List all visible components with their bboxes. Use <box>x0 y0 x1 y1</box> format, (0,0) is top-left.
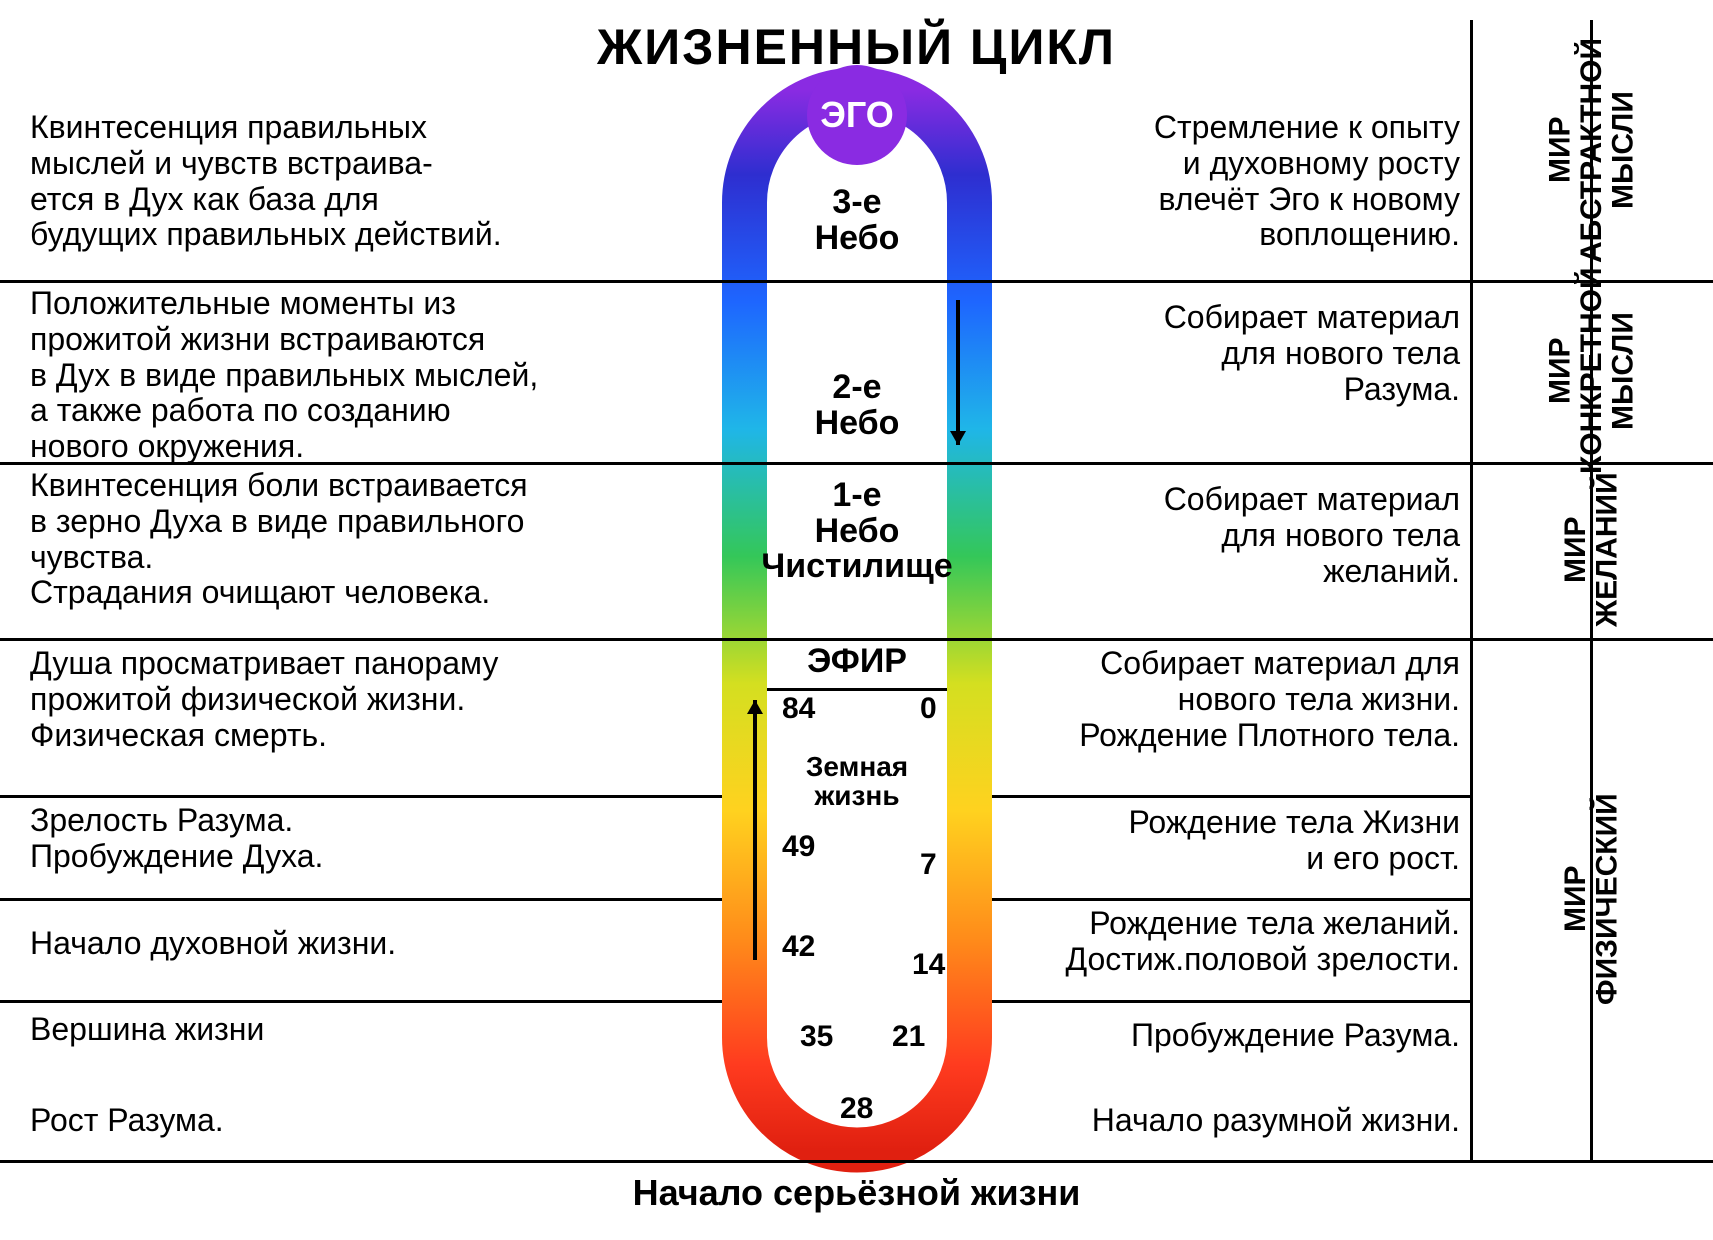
diagram-stage: ЖИЗНЕННЫЙ ЦИКЛ ЭГО МИРАБСТРАКТНОЙМЫСЛИ М… <box>0 0 1713 1240</box>
bottom-caption: Начало серьёзной жизни <box>0 1172 1713 1214</box>
flow-arrows <box>0 0 1713 1240</box>
